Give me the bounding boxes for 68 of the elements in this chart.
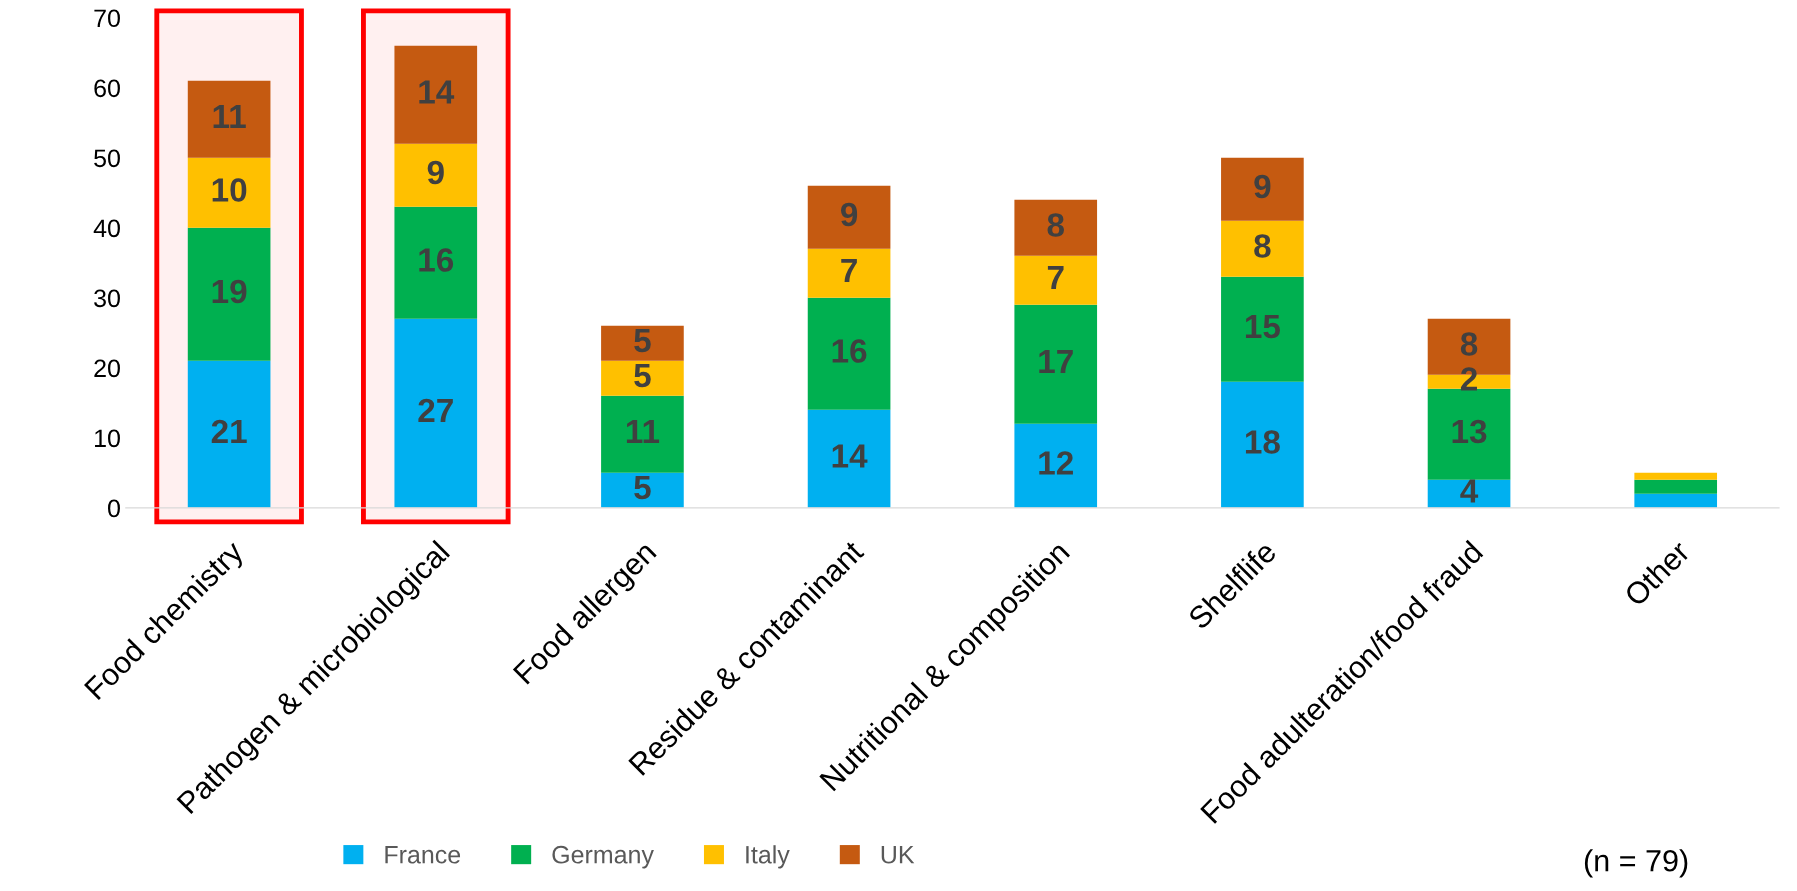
y-tick-label: 20: [94, 359, 120, 378]
data-label: 7: [1047, 266, 1064, 289]
y-tick-label: 0: [108, 499, 120, 518]
bar: [394, 45, 478, 144]
bar: [1634, 479, 1718, 494]
bar: [187, 157, 271, 228]
data-label: 11: [213, 105, 246, 128]
data-label: 11: [626, 420, 660, 443]
data-label: 8: [1254, 234, 1271, 258]
data-label: 2: [1460, 367, 1477, 391]
y-tick-label: 70: [94, 9, 120, 28]
data-label: 10: [212, 178, 247, 202]
data-label: 7: [841, 259, 857, 282]
data-label: 8: [1047, 213, 1064, 237]
data-label: 9: [1254, 174, 1271, 199]
bar: [601, 325, 684, 361]
bar: [187, 360, 271, 508]
data-label: 9: [427, 160, 444, 185]
bar: [1221, 157, 1304, 221]
data-label: 12: [1039, 451, 1073, 475]
data-label: 17: [1039, 350, 1073, 373]
bar: [394, 318, 478, 508]
legend-label: Italy: [746, 845, 790, 869]
data-label: 4: [1460, 479, 1479, 503]
data-label: 5: [634, 476, 651, 500]
bar: [1014, 304, 1098, 424]
data-label: 5: [634, 364, 651, 388]
y-tick-label: 40: [93, 219, 120, 238]
bar: [1014, 423, 1098, 508]
data-label: 19: [212, 279, 247, 304]
text: (n = 79): [1584, 849, 1688, 878]
bar: [1221, 381, 1304, 508]
y-tick-label: 30: [94, 289, 120, 308]
bar: [807, 185, 891, 249]
data-label: 8: [1460, 332, 1478, 356]
bar: [1221, 220, 1304, 277]
y-tick-label: 50: [94, 149, 120, 168]
bar: [807, 297, 891, 410]
bar: [1634, 493, 1718, 508]
bar: [187, 227, 271, 361]
data-label: 15: [1245, 315, 1280, 339]
data-label: 18: [1245, 430, 1280, 454]
data-label: 16: [419, 248, 454, 272]
bar: [1221, 276, 1304, 382]
bar: [1014, 255, 1098, 305]
bar: [1014, 199, 1098, 256]
data-label: 21: [211, 419, 247, 443]
data-label: 5: [634, 329, 651, 353]
bar: [601, 472, 684, 508]
bar: [807, 248, 891, 298]
bar: [601, 360, 684, 396]
legend-label: UK: [881, 846, 915, 864]
legend-label: France: [385, 846, 461, 864]
bar: [601, 395, 684, 473]
bar: [1634, 472, 1718, 480]
data-label: 14: [419, 80, 455, 104]
bar: [187, 80, 271, 158]
data-label: 16: [832, 339, 867, 363]
data-label: 14: [832, 444, 868, 468]
data-label: 9: [840, 202, 858, 227]
bar: [394, 206, 478, 319]
legend-label: Germany: [552, 845, 654, 869]
bar: [394, 143, 478, 207]
data-label: 27: [418, 398, 453, 422]
bar: [807, 409, 891, 508]
y-tick-label: 60: [94, 79, 120, 98]
data-label: 13: [1452, 419, 1487, 444]
y-tick-label: 10: [95, 429, 120, 448]
